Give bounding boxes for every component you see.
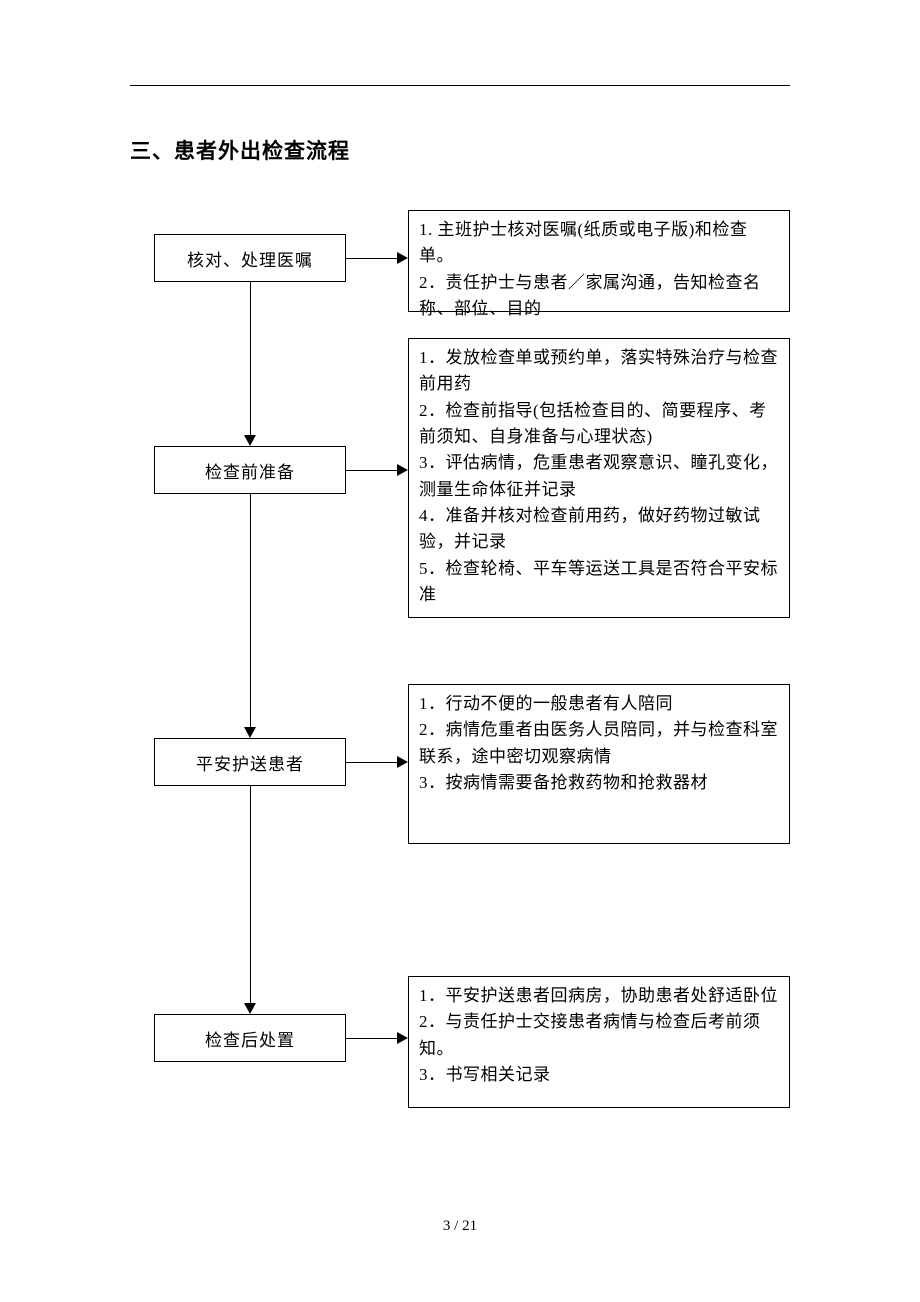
flow-edge-right [346, 470, 398, 471]
desc-line: 2．检查前指导(包括检查目的、简要程序、考前须知、自身准备与心理状态) [419, 398, 779, 451]
header-rule [130, 85, 790, 86]
flow-edge-down [250, 282, 251, 436]
desc-line: 1．发放检查单或预约单，落实特殊治疗与检查前用药 [419, 345, 779, 398]
desc-line: 2．与责任护士交接患者病情与检查后考前须知。 [419, 1009, 779, 1062]
desc-line: 2．责任护士与患者／家属沟通，告知检查名称、部位、目的 [419, 270, 779, 323]
page-footer: 3 / 21 [410, 1218, 510, 1235]
flow-edge-down [250, 494, 251, 728]
arrow-down-icon [244, 435, 256, 446]
page: 三、患者外出检查流程 核对、处理医嘱检查前准备平安护送患者检查后处置 1. 主班护… [0, 0, 920, 1302]
arrow-right-icon [397, 1032, 408, 1044]
desc-line: 1．平安护送患者回病房，协助患者处舒适卧位 [419, 983, 779, 1009]
flow-step-s3: 平安护送患者 [154, 738, 346, 786]
desc-line: 3．按病情需要备抢救药物和抢救器材 [419, 770, 779, 796]
flow-desc-d3: 1．行动不便的一般患者有人陪同2．病情危重者由医务人员陪同，并与检查科室联系，途… [408, 684, 790, 844]
flow-edge-right [346, 762, 398, 763]
page-title: 三、患者外出检查流程 [130, 135, 350, 165]
desc-line: 4．准备并核对检查前用药，做好药物过敏试验，并记录 [419, 503, 779, 556]
flow-edge-right [346, 1038, 398, 1039]
desc-line: 5．检查轮椅、平车等运送工具是否符合平安标准 [419, 556, 779, 609]
desc-line: 2．病情危重者由医务人员陪同，并与检查科室联系，途中密切观察病情 [419, 717, 779, 770]
flow-desc-d4: 1．平安护送患者回病房，协助患者处舒适卧位2．与责任护士交接患者病情与检查后考前… [408, 976, 790, 1108]
desc-line: 3．评估病情，危重患者观察意识、瞳孔变化，测量生命体征并记录 [419, 450, 779, 503]
flow-step-s4: 检查后处置 [154, 1014, 346, 1062]
flow-edge-down [250, 786, 251, 1004]
arrow-down-icon [244, 727, 256, 738]
arrow-right-icon [397, 756, 408, 768]
desc-line: 1. 主班护士核对医嘱(纸质或电子版)和检查单。 [419, 217, 779, 270]
flow-step-s2: 检查前准备 [154, 446, 346, 494]
arrow-right-icon [397, 252, 408, 264]
flow-step-s1: 核对、处理医嘱 [154, 234, 346, 282]
flow-desc-d1: 1. 主班护士核对医嘱(纸质或电子版)和检查单。2．责任护士与患者／家属沟通，告… [408, 210, 790, 312]
flow-edge-right [346, 258, 398, 259]
arrow-down-icon [244, 1003, 256, 1014]
arrow-right-icon [397, 464, 408, 476]
desc-line: 3．书写相关记录 [419, 1062, 779, 1088]
flow-desc-d2: 1．发放检查单或预约单，落实特殊治疗与检查前用药2．检查前指导(包括检查目的、简… [408, 338, 790, 618]
desc-line: 1．行动不便的一般患者有人陪同 [419, 691, 779, 717]
